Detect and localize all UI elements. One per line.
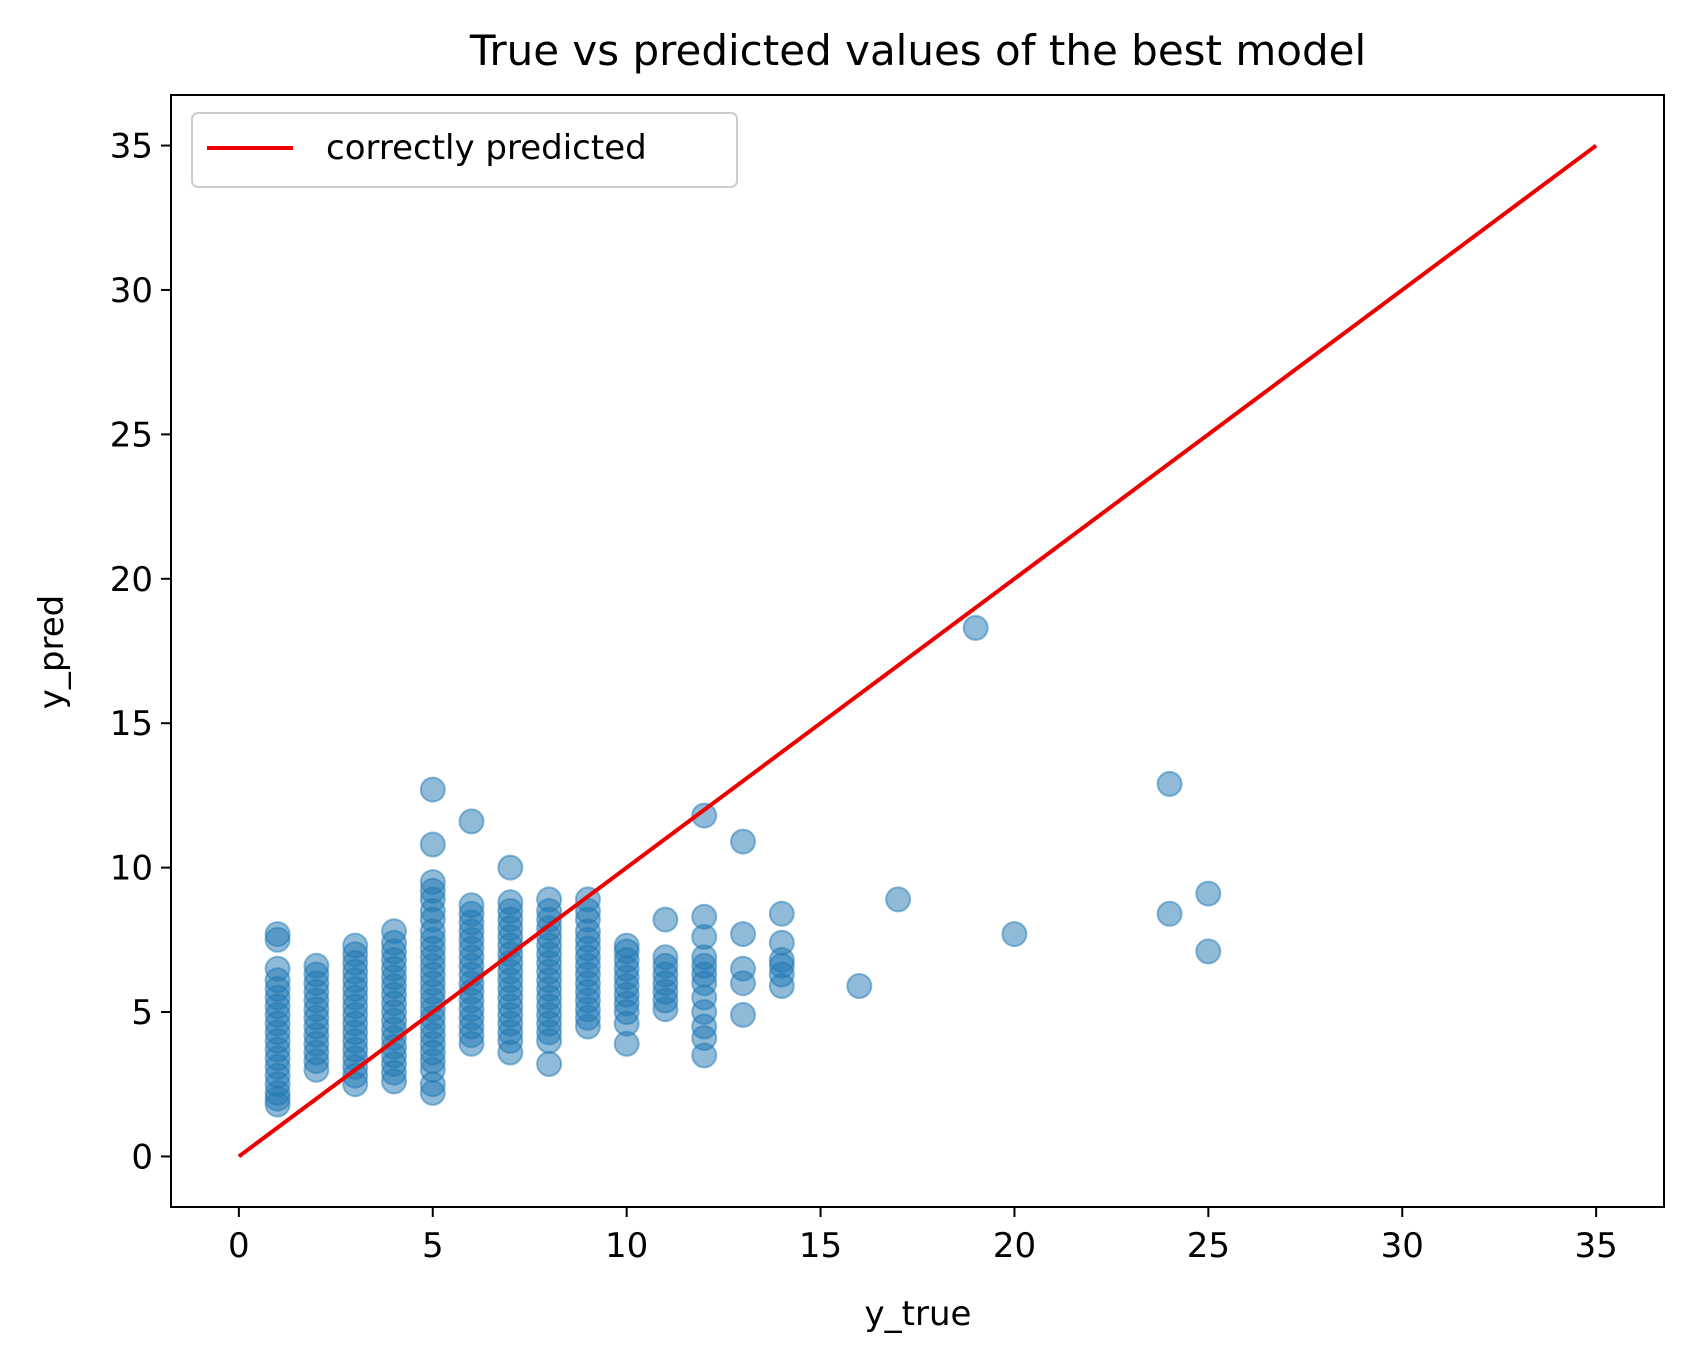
data-point — [652, 906, 679, 933]
data-point — [536, 886, 563, 913]
data-point — [846, 973, 873, 999]
y-axis-ticks: 0 5 10 15 20 25 30 35 — [110, 127, 171, 1177]
x-tick-label: 25 — [1187, 1226, 1230, 1266]
data-point — [264, 921, 291, 948]
data-point — [730, 955, 756, 982]
x-axis-ticks: 0 5 10 15 20 25 30 35 — [228, 1207, 1618, 1266]
data-point — [768, 929, 795, 956]
data-point — [381, 918, 407, 945]
x-tick-label: 10 — [605, 1226, 648, 1266]
data-point — [342, 932, 369, 959]
data-point — [885, 886, 912, 913]
y-tick-label: 10 — [110, 849, 153, 889]
data-point — [1156, 770, 1183, 797]
data-point — [497, 889, 524, 916]
data-point — [536, 1051, 563, 1077]
data-point — [730, 921, 756, 948]
y-tick-label: 30 — [110, 271, 153, 311]
data-point — [419, 831, 446, 858]
legend-box — [191, 112, 738, 188]
y-tick-label: 35 — [110, 127, 153, 167]
legend: correctly predicted — [191, 112, 738, 188]
data-point — [458, 808, 485, 835]
y-tick-label: 0 — [131, 1137, 153, 1177]
points-layer — [264, 614, 1222, 1118]
plot-frame — [170, 94, 1665, 1208]
x-tick-label: 20 — [993, 1226, 1036, 1266]
data-point — [1195, 880, 1222, 907]
x-tick-label: 15 — [799, 1226, 842, 1266]
data-point — [730, 828, 756, 855]
x-tick-label: 0 — [228, 1226, 250, 1266]
legend-label: correctly predicted — [326, 128, 647, 168]
y-axis-label: y_pred — [32, 595, 72, 709]
data-point — [962, 614, 989, 641]
data-point — [497, 854, 524, 881]
x-tick-label: 30 — [1381, 1226, 1424, 1266]
data-point — [264, 955, 291, 982]
data-point — [419, 776, 446, 803]
data-point — [768, 900, 795, 927]
reference-line — [237, 143, 1598, 1159]
data-point — [1001, 921, 1028, 948]
chart-title: True vs predicted values of the best mod… — [469, 26, 1366, 75]
data-point — [613, 932, 640, 959]
x-tick-label: 35 — [1575, 1226, 1618, 1266]
data-point — [458, 892, 485, 919]
data-point — [691, 802, 718, 829]
data-point — [1156, 900, 1183, 927]
x-axis-label: y_true — [865, 1294, 972, 1334]
data-point — [730, 1001, 756, 1028]
y-tick-label: 20 — [110, 560, 153, 600]
data-point — [691, 903, 718, 930]
data-point — [652, 944, 679, 971]
y-tick-label: 15 — [110, 704, 153, 744]
data-point — [1195, 938, 1222, 965]
reference-line-layer — [237, 143, 1598, 1159]
data-point — [419, 869, 446, 896]
x-tick-label: 5 — [422, 1226, 444, 1266]
y-tick-label: 5 — [131, 993, 153, 1033]
y-tick-label: 25 — [110, 415, 153, 455]
data-point — [303, 952, 330, 979]
